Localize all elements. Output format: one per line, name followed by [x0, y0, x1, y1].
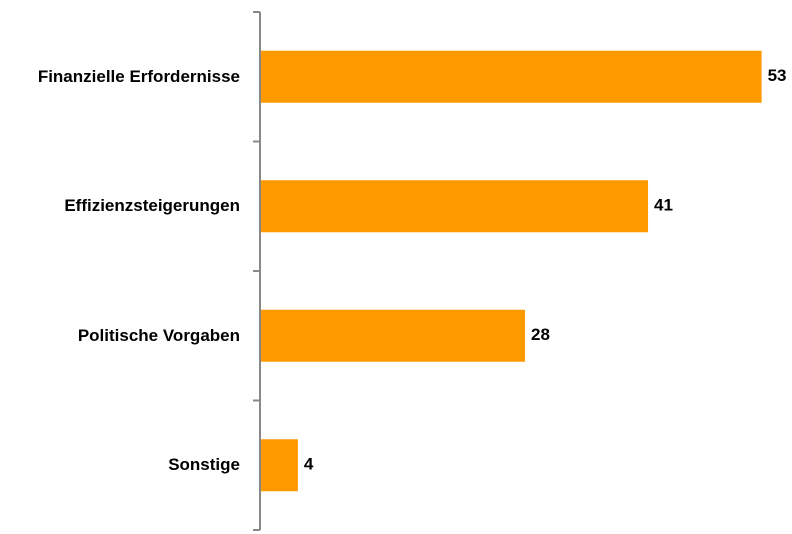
category-text: Politische Vorgaben [77, 325, 240, 345]
bar [260, 50, 762, 103]
category-label: Finanzielle Erfordernisse [20, 65, 240, 89]
category-label: Sonstige [20, 453, 240, 477]
bar [260, 180, 649, 233]
category-text: Effizienzsteigerungen [64, 196, 240, 216]
bar [260, 439, 298, 492]
category-label: Politische Vorgaben [20, 324, 240, 348]
value-label: 4 [304, 455, 314, 474]
category-text: Sonstige [168, 455, 240, 475]
value-label: 28 [531, 325, 550, 344]
category-text: Finanzielle Erfordernisse [37, 66, 240, 86]
category-label: Effizienzsteigerungen [20, 194, 240, 218]
value-label: 53 [768, 66, 787, 85]
value-label: 41 [654, 196, 673, 215]
bar [260, 309, 525, 362]
